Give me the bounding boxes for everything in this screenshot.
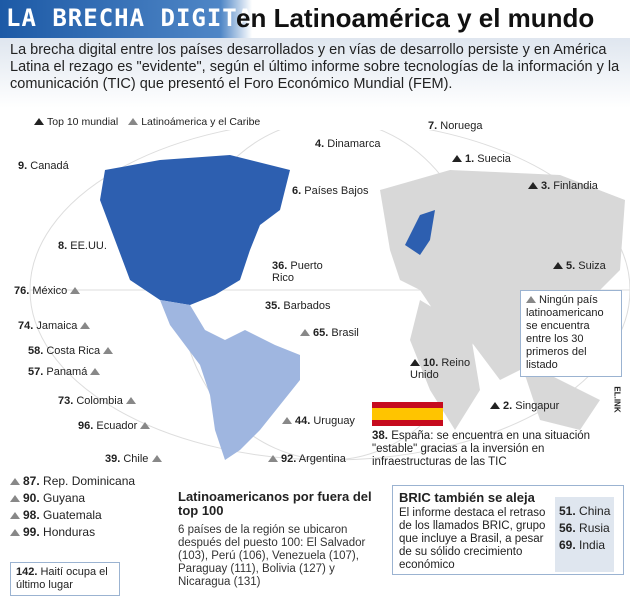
credit: EL.INK	[612, 386, 622, 413]
world-landmass	[380, 170, 625, 430]
legend: Top 10 mundial Latinoámerica y el Caribe	[34, 116, 260, 128]
spain-note: 38. España: se encuentra en una situació…	[372, 430, 591, 468]
header-bar	[0, 0, 630, 38]
bric-box: BRIC también se aleja El informe destaca…	[392, 485, 624, 575]
north-america	[100, 155, 290, 305]
label-jamaica: 74. Jamaica	[18, 320, 93, 332]
intro-background	[0, 38, 630, 108]
label-noruega: 7. Noruega	[428, 120, 483, 132]
label-reino-unido: 10. Reino Unido	[410, 357, 471, 381]
note-box: Ningún país latinoamericano se encuentra…	[520, 290, 622, 377]
page-title: en Latinoamérica y el mundo	[236, 3, 595, 33]
list-item: 99. Honduras	[10, 524, 135, 541]
label-argentina: 92. Argentina	[268, 453, 346, 465]
haiti-box: 142. Haití ocupa el último lugar	[10, 562, 120, 596]
world-map	[29, 130, 630, 461]
latam-marker-icon	[128, 118, 139, 125]
intro-text: La brecha digital entre los países desar…	[10, 42, 620, 92]
latin-america	[160, 300, 300, 460]
label-colombia: 73. Colombia	[58, 395, 139, 407]
latam-list: 87. Rep. Dominicana 90. Guyana 98. Guate…	[10, 473, 135, 541]
top10-marker-icon	[34, 118, 44, 125]
legend-latam: Latinoámerica y el Caribe	[128, 116, 260, 128]
list-item: 56. Rusia	[559, 521, 610, 535]
label-ecuador: 96. Ecuador	[78, 420, 153, 432]
bric-list: 51. China 56. Rusia 69. India	[555, 497, 615, 572]
label-dinamarca: 4. Dinamarca	[315, 138, 381, 150]
label-uruguay: 44. Uruguay	[282, 415, 355, 427]
list-item: 87. Rep. Dominicana	[10, 473, 135, 490]
legend-top10: Top 10 mundial	[34, 116, 118, 128]
logo: LA BRECHA DIGITAL	[6, 4, 269, 32]
label-finlandia: 3. Finlandia	[528, 180, 598, 192]
label-suiza: 5. Suiza	[553, 260, 606, 272]
label-mexico: 76. México	[14, 285, 83, 297]
list-item: 51. China	[559, 504, 611, 518]
list-item: 69. India	[559, 538, 606, 552]
list-item: 90. Guyana	[10, 490, 135, 507]
outside-top100: Latinoamericanos por fuera del top 100 6…	[178, 489, 372, 589]
label-eeuu: 8. EE.UU.	[58, 240, 107, 252]
label-canada: 9. Canadá	[18, 160, 69, 172]
list-item: 98. Guatemala	[10, 507, 135, 524]
label-suecia: 1. Suecia	[452, 153, 511, 165]
label-singapur: 2. Singapur	[490, 400, 559, 412]
label-barbados: 35. Barbados	[265, 300, 331, 312]
label-puerto-rico: 36. Puerto Rico	[272, 260, 323, 284]
label-costa-rica: 58. Costa Rica	[28, 345, 116, 357]
label-panama: 57. Panamá	[28, 366, 103, 378]
label-chile: 39. Chile	[105, 453, 165, 465]
scandinavia	[405, 210, 435, 255]
spain-flag	[372, 402, 443, 426]
label-brasil: 65. Brasil	[300, 327, 359, 339]
label-paises-bajos: 6. Países Bajos	[292, 185, 369, 197]
